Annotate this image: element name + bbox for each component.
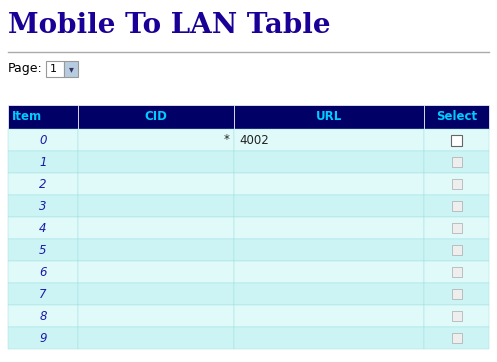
FancyBboxPatch shape bbox=[234, 327, 424, 349]
FancyBboxPatch shape bbox=[451, 135, 462, 146]
FancyBboxPatch shape bbox=[424, 195, 489, 217]
FancyBboxPatch shape bbox=[234, 151, 424, 173]
FancyBboxPatch shape bbox=[8, 327, 78, 349]
FancyBboxPatch shape bbox=[424, 305, 489, 327]
FancyBboxPatch shape bbox=[78, 173, 234, 195]
FancyBboxPatch shape bbox=[234, 305, 424, 327]
Text: 4002: 4002 bbox=[239, 134, 269, 147]
Text: Select: Select bbox=[436, 110, 477, 123]
FancyBboxPatch shape bbox=[234, 239, 424, 261]
Text: *: * bbox=[223, 134, 229, 147]
Text: 0: 0 bbox=[39, 134, 47, 147]
FancyBboxPatch shape bbox=[424, 105, 489, 129]
Text: 4: 4 bbox=[39, 222, 47, 235]
FancyBboxPatch shape bbox=[8, 151, 78, 173]
Text: 1: 1 bbox=[50, 64, 57, 74]
FancyBboxPatch shape bbox=[452, 179, 462, 189]
Text: CID: CID bbox=[145, 110, 167, 123]
Text: 6: 6 bbox=[39, 265, 47, 278]
FancyBboxPatch shape bbox=[78, 305, 234, 327]
FancyBboxPatch shape bbox=[452, 267, 462, 277]
FancyBboxPatch shape bbox=[78, 105, 234, 129]
FancyBboxPatch shape bbox=[78, 151, 234, 173]
FancyBboxPatch shape bbox=[8, 305, 78, 327]
FancyBboxPatch shape bbox=[424, 173, 489, 195]
FancyBboxPatch shape bbox=[424, 239, 489, 261]
FancyBboxPatch shape bbox=[234, 283, 424, 305]
Text: 2: 2 bbox=[39, 177, 47, 190]
Text: 1: 1 bbox=[39, 156, 47, 168]
FancyBboxPatch shape bbox=[78, 261, 234, 283]
FancyBboxPatch shape bbox=[78, 327, 234, 349]
FancyBboxPatch shape bbox=[234, 195, 424, 217]
FancyBboxPatch shape bbox=[452, 333, 462, 343]
FancyBboxPatch shape bbox=[452, 157, 462, 167]
Text: 8: 8 bbox=[39, 310, 47, 323]
FancyBboxPatch shape bbox=[8, 195, 78, 217]
FancyBboxPatch shape bbox=[452, 289, 462, 299]
FancyBboxPatch shape bbox=[234, 129, 424, 151]
FancyBboxPatch shape bbox=[424, 151, 489, 173]
FancyBboxPatch shape bbox=[8, 129, 78, 151]
FancyBboxPatch shape bbox=[424, 217, 489, 239]
FancyBboxPatch shape bbox=[424, 261, 489, 283]
FancyBboxPatch shape bbox=[234, 173, 424, 195]
FancyBboxPatch shape bbox=[452, 201, 462, 211]
FancyBboxPatch shape bbox=[424, 129, 489, 151]
FancyBboxPatch shape bbox=[234, 261, 424, 283]
FancyBboxPatch shape bbox=[8, 239, 78, 261]
Text: ▾: ▾ bbox=[69, 64, 74, 74]
FancyBboxPatch shape bbox=[424, 283, 489, 305]
FancyBboxPatch shape bbox=[78, 129, 234, 151]
FancyBboxPatch shape bbox=[78, 239, 234, 261]
FancyBboxPatch shape bbox=[8, 173, 78, 195]
FancyBboxPatch shape bbox=[234, 105, 424, 129]
FancyBboxPatch shape bbox=[8, 105, 78, 129]
FancyBboxPatch shape bbox=[452, 311, 462, 321]
FancyBboxPatch shape bbox=[46, 61, 64, 77]
Text: Page:: Page: bbox=[8, 62, 43, 75]
Text: 5: 5 bbox=[39, 244, 47, 257]
FancyBboxPatch shape bbox=[452, 245, 462, 255]
FancyBboxPatch shape bbox=[78, 283, 234, 305]
FancyBboxPatch shape bbox=[8, 261, 78, 283]
Text: 3: 3 bbox=[39, 199, 47, 212]
Text: 9: 9 bbox=[39, 332, 47, 345]
FancyBboxPatch shape bbox=[452, 223, 462, 233]
Text: Item: Item bbox=[12, 110, 42, 123]
FancyBboxPatch shape bbox=[8, 217, 78, 239]
Text: 7: 7 bbox=[39, 287, 47, 300]
FancyBboxPatch shape bbox=[78, 217, 234, 239]
FancyBboxPatch shape bbox=[78, 195, 234, 217]
Text: Mobile To LAN Table: Mobile To LAN Table bbox=[8, 12, 331, 39]
Text: URL: URL bbox=[316, 110, 342, 123]
FancyBboxPatch shape bbox=[234, 217, 424, 239]
FancyBboxPatch shape bbox=[8, 283, 78, 305]
FancyBboxPatch shape bbox=[64, 61, 78, 77]
FancyBboxPatch shape bbox=[424, 327, 489, 349]
